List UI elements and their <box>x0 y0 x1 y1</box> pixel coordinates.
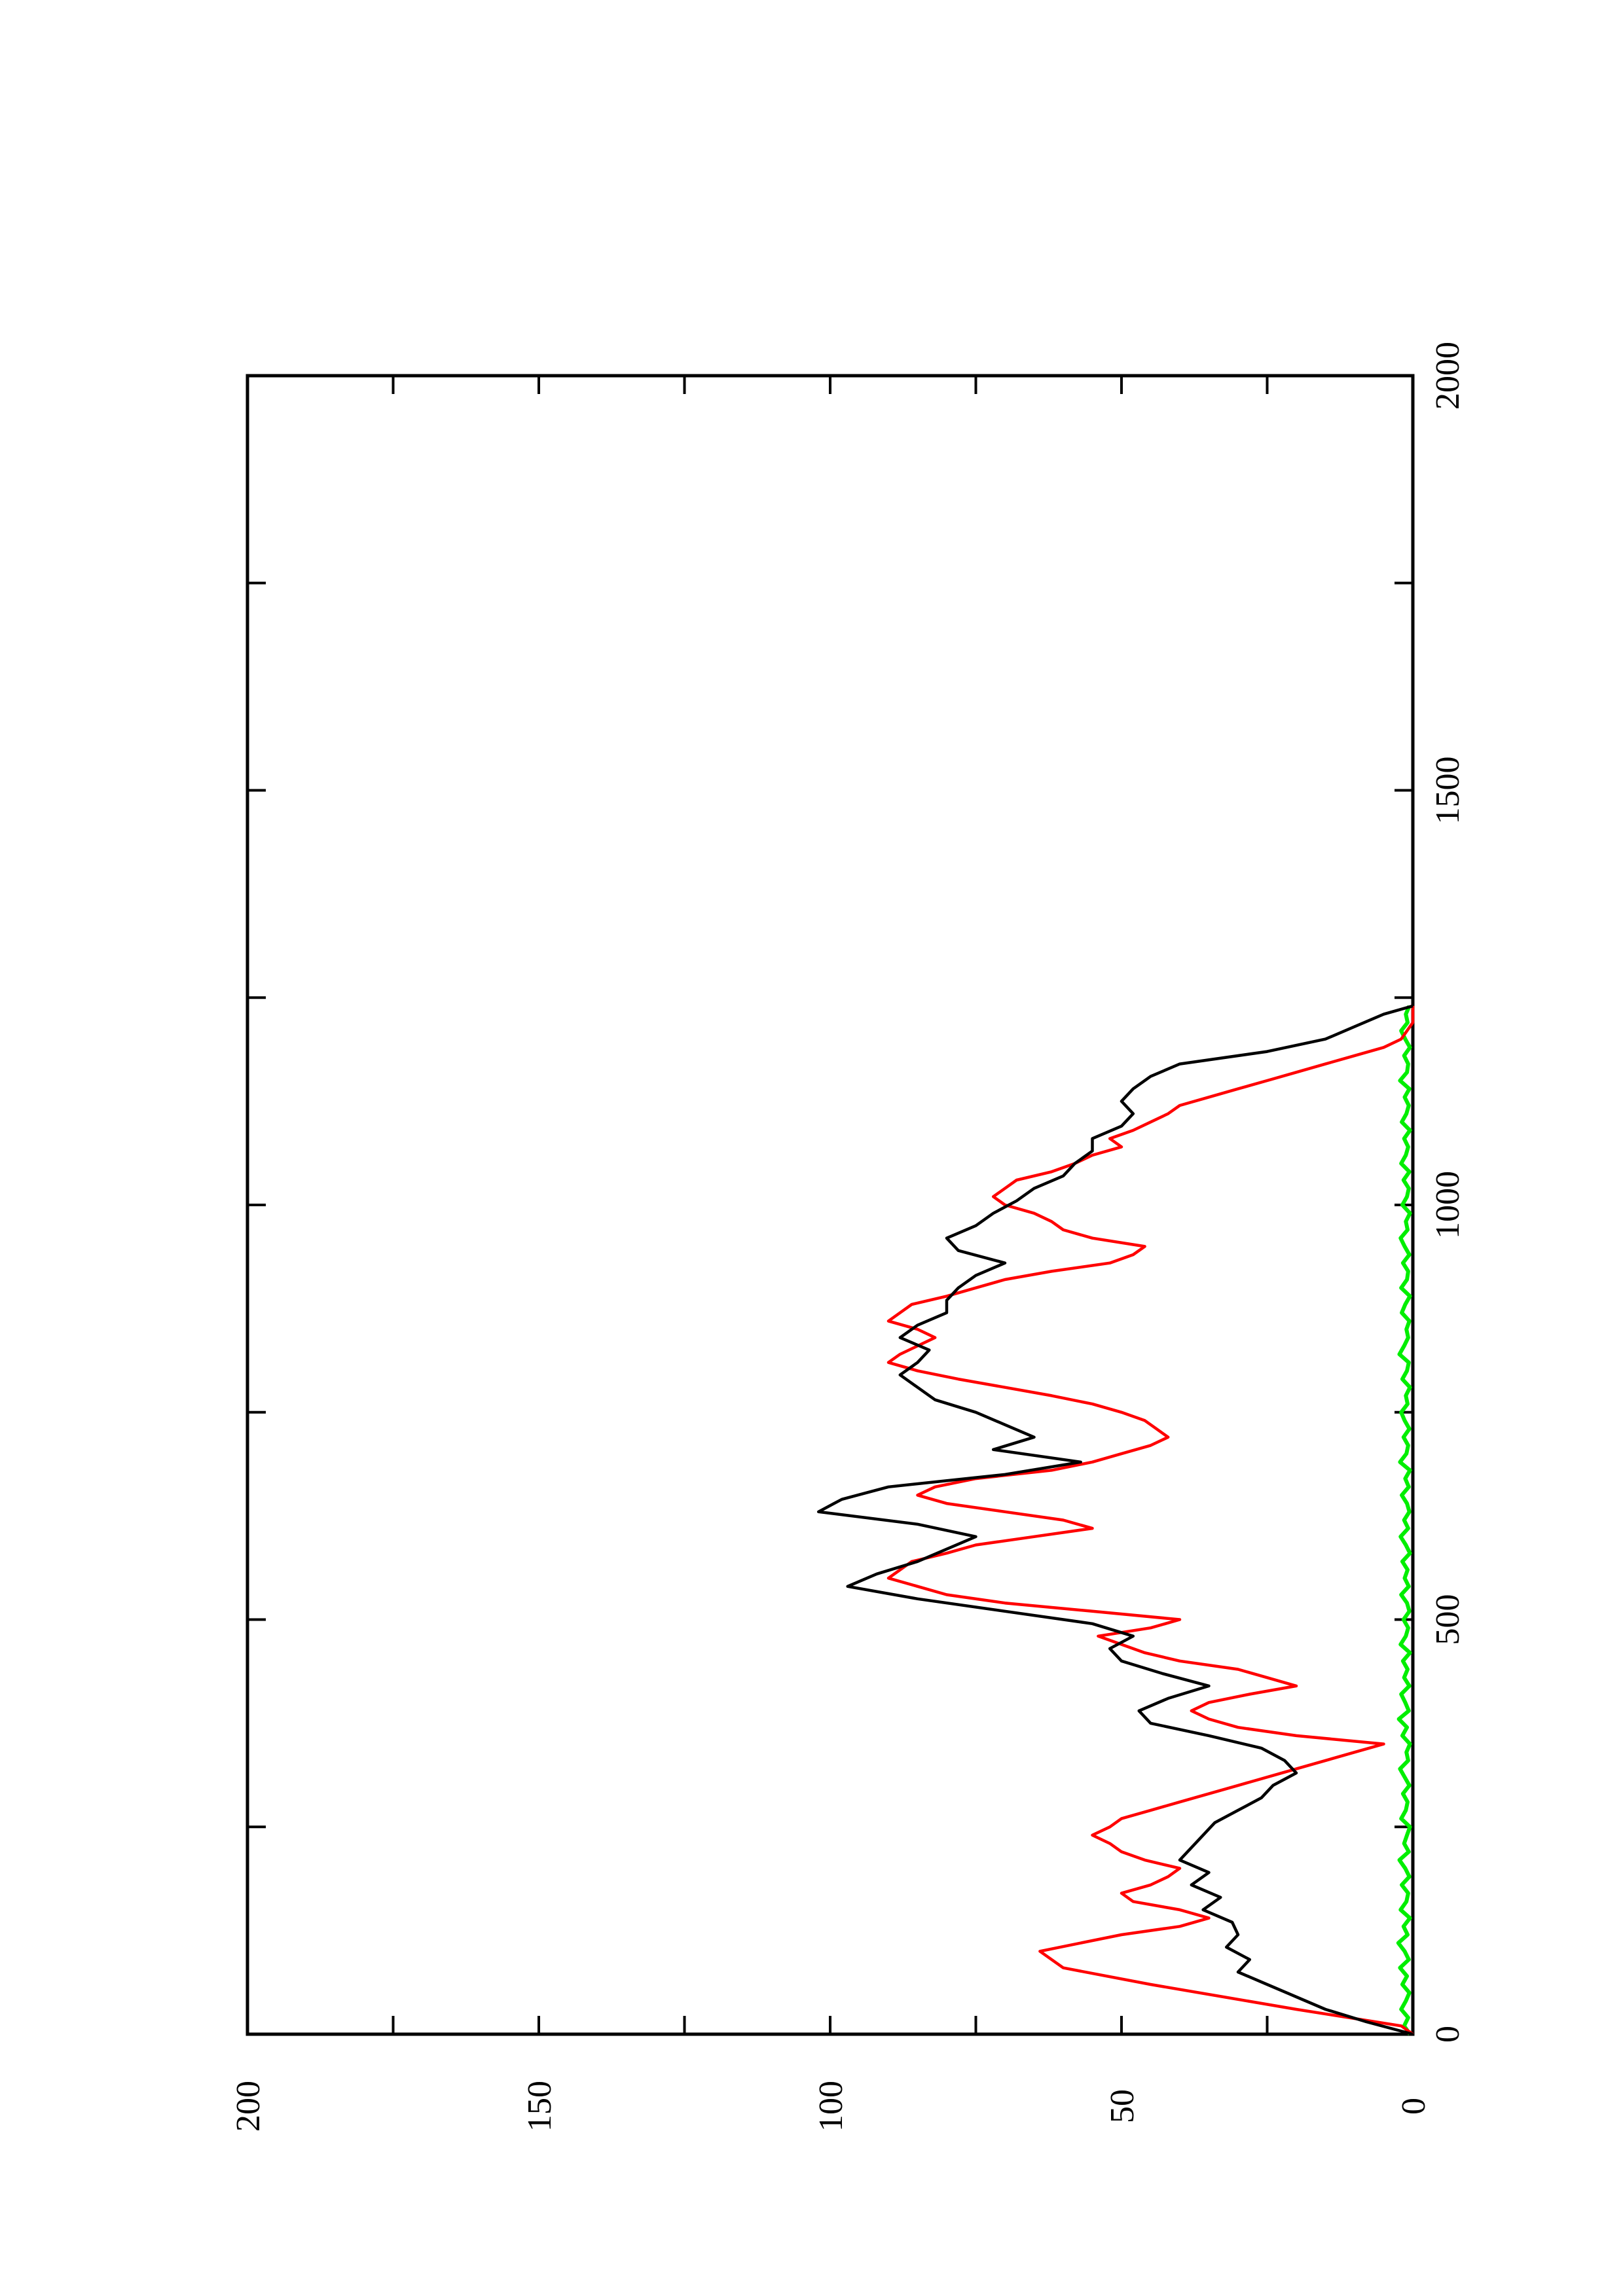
x-tick-label: 0 <box>1429 2026 1467 2043</box>
x-tick-label: 1000 <box>1429 1171 1467 1239</box>
x-tick-label: 1500 <box>1429 757 1467 825</box>
y-tick-label: 100 <box>812 2081 850 2132</box>
y-tick-label: 50 <box>1104 2089 1141 2123</box>
x-tick-label: 2000 <box>1429 342 1467 410</box>
y-tick-label: 0 <box>1395 2098 1432 2115</box>
y-tick-label: 150 <box>521 2081 558 2132</box>
series-line-2 <box>886 1005 1415 2036</box>
y-tick-label: 200 <box>230 2081 267 2132</box>
x-tick-label: 500 <box>1429 1594 1467 1645</box>
plot-area: 0 500 1000 1500 2000 0 50 100 150 200 <box>230 342 1467 2132</box>
series-line-3 <box>1396 1005 1412 2036</box>
series-line-1 <box>816 1004 1413 2036</box>
